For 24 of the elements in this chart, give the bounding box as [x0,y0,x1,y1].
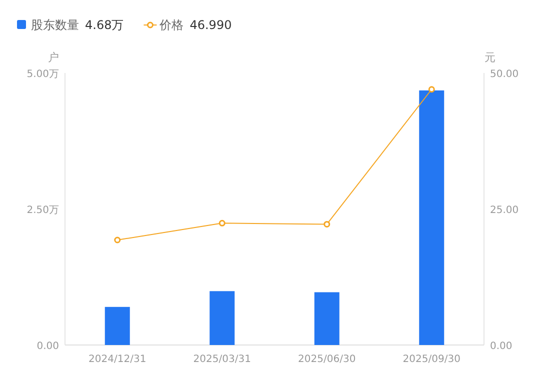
x-tick-label: 2025/09/30 [402,354,460,365]
point [218,220,226,226]
x-tick-label: 2025/06/30 [298,354,356,365]
y2-axis-title: 元 [484,51,496,64]
point [324,220,330,228]
y-tick-label: 5.00万 [26,69,59,80]
legend-label: 股东数量 [31,18,79,32]
text: 46.990 [190,18,232,32]
x-tick-label: 2024/12/31 [88,354,146,365]
bar [104,306,130,345]
bar [314,292,340,345]
bar [419,90,444,345]
y2-tick-label: 50.00 [490,69,519,80]
y-tick-label: 2.50万 [26,205,59,216]
point [114,236,121,244]
y2-tick-label: 25.00 [490,205,519,216]
point [428,86,435,93]
y-tick-label: 0.00 [36,341,59,352]
x-tick-label: 2025/03/31 [193,354,251,365]
text: 4.68万 [85,18,124,32]
legend-label: 价格 [158,18,184,32]
y2-tick-label: 0.00 [490,341,512,352]
bar [210,291,235,345]
y-axis-title: 户 [48,51,59,64]
